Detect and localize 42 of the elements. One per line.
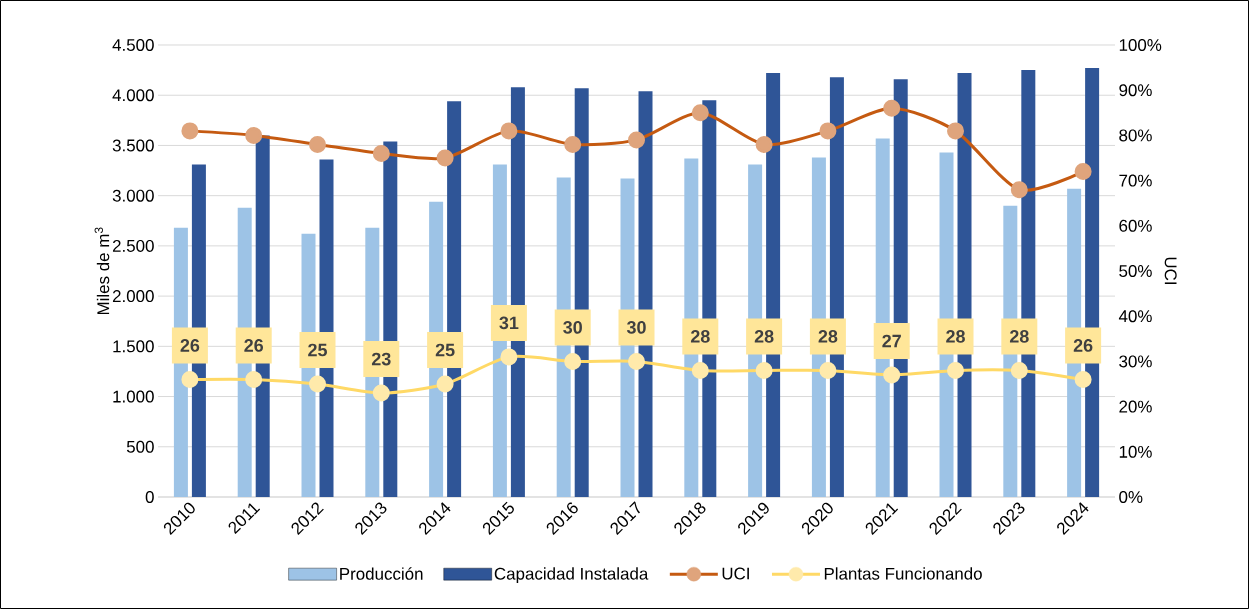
y2-tick-label: 80% <box>1119 129 1152 142</box>
y2-tick-label: 90% <box>1119 84 1152 97</box>
y-tick-label: 500 <box>126 440 154 453</box>
data-label: 28 <box>690 330 710 343</box>
data-label: 28 <box>818 330 838 343</box>
data-label: 30 <box>626 321 646 334</box>
legend-label: Plantas Funcionando <box>824 567 982 580</box>
y2-tick-label: 60% <box>1119 219 1152 232</box>
y-tick-label: 4.500 <box>112 39 154 51</box>
y2-axis-title: UCI <box>1164 257 1177 285</box>
y2-tick-label: 20% <box>1119 400 1152 413</box>
y-tick-label: 2.000 <box>112 290 154 303</box>
y-tick-label: 1.000 <box>113 390 154 403</box>
y-tick-label: 0 <box>145 491 154 503</box>
data-label: 28 <box>754 330 774 343</box>
y2-tick-label: 10% <box>1119 445 1152 458</box>
data-label: 26 <box>180 339 200 352</box>
data-label: 27 <box>882 334 901 348</box>
y2-tick-label: 70% <box>1119 174 1152 187</box>
y-tick-label: 4.000 <box>112 89 154 102</box>
y-tick-label: 2.500 <box>112 239 154 252</box>
legend-label: Capacidad Instalada <box>494 567 649 584</box>
data-label: 30 <box>563 321 582 334</box>
data-label: 31 <box>499 316 519 330</box>
y-axis-title: Miles de m$^{3}$ <box>94 227 110 315</box>
legend-label: UCI <box>722 567 749 580</box>
data-label: 23 <box>371 352 391 366</box>
y2-tick-label: 40% <box>1118 310 1152 323</box>
data-label: 28 <box>1009 330 1029 343</box>
y-tick-label: 3.000 <box>112 189 154 202</box>
data-label: 25 <box>308 343 327 357</box>
y2-tick-label: 0% <box>1119 491 1143 503</box>
data-label: 25 <box>435 343 455 357</box>
y-tick-label: 3.500 <box>112 139 154 152</box>
y2-tick-label: 30% <box>1119 355 1152 368</box>
data-label: 26 <box>244 339 264 352</box>
y2-tick-label: 50% <box>1119 265 1152 277</box>
y-tick-label: 1.500 <box>113 340 154 353</box>
data-label: 28 <box>946 330 965 343</box>
legend-label: Producción <box>340 567 423 580</box>
y2-tick-label: 100% <box>1119 39 1162 51</box>
data-label: 26 <box>1073 339 1093 352</box>
